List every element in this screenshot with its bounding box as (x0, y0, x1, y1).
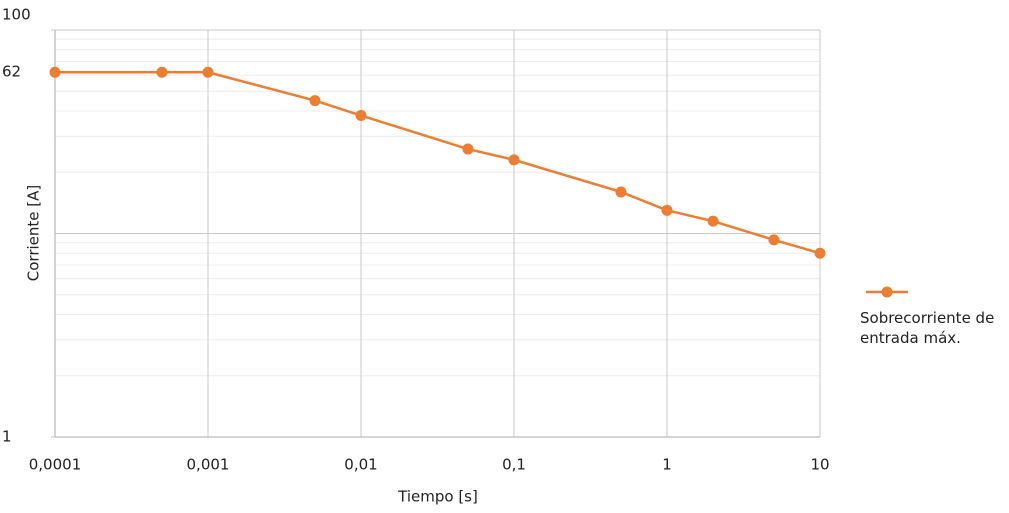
y-tick-label: 1 (2, 428, 12, 446)
y-tick-label: 62 (2, 63, 21, 81)
data-point (202, 66, 214, 78)
legend-label: Sobrecorriente de entrada máx. (860, 309, 995, 347)
x-tick-label: 0,0001 (29, 456, 82, 474)
data-point (309, 95, 321, 107)
data-point (156, 66, 168, 78)
data-point (508, 154, 520, 166)
x-tick-label: 0,01 (344, 456, 377, 474)
x-axis-title: Tiempo [s] (397, 488, 478, 506)
data-point (661, 204, 673, 216)
series-line (55, 70, 821, 255)
x-tick-label: 0,001 (187, 456, 230, 474)
x-tick-label: 1 (662, 456, 672, 474)
data-point (355, 110, 367, 122)
legend-marker (881, 286, 893, 298)
x-tick-label: 0,1 (502, 456, 526, 474)
y-axis-title: Corriente [A] (25, 185, 43, 281)
data-point (462, 143, 474, 155)
data-point (768, 234, 780, 246)
data-point (814, 247, 826, 259)
data-point (615, 186, 627, 198)
data-point (707, 215, 719, 227)
x-tick-label: 10 (810, 456, 829, 474)
y-tick-label: 100 (2, 6, 31, 24)
data-point (49, 66, 61, 78)
